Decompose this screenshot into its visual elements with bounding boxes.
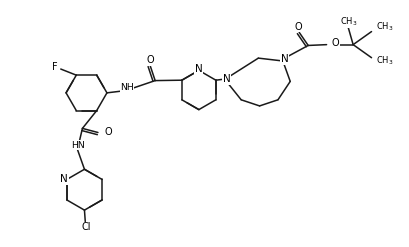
- Text: N: N: [195, 64, 202, 74]
- Text: N: N: [280, 54, 288, 64]
- Text: CH$_3$: CH$_3$: [375, 55, 393, 67]
- Text: HN: HN: [71, 141, 85, 150]
- Text: NH: NH: [120, 83, 133, 92]
- Text: N: N: [60, 174, 68, 185]
- Text: F: F: [52, 62, 58, 72]
- Text: O: O: [293, 22, 301, 32]
- Text: CH$_3$: CH$_3$: [375, 21, 393, 33]
- Text: O: O: [331, 39, 338, 48]
- Text: N: N: [222, 74, 230, 84]
- Text: CH$_3$: CH$_3$: [339, 16, 357, 28]
- Text: O: O: [146, 55, 154, 65]
- Text: O: O: [104, 127, 112, 137]
- Text: Cl: Cl: [81, 222, 91, 232]
